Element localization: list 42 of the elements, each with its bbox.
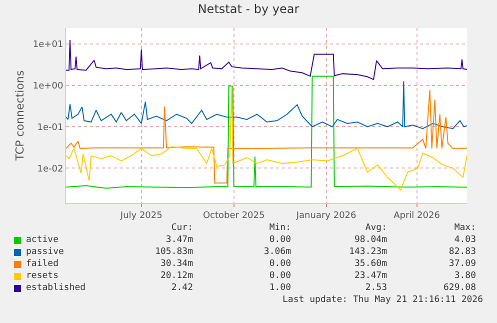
- text: Max:: [454, 223, 476, 234]
- text: 2.53: [365, 283, 387, 294]
- text: 30.34m: [160, 259, 193, 270]
- text: 143.23m: [349, 247, 387, 258]
- text: 3.06m: [264, 247, 291, 258]
- text: 3.47m: [166, 235, 193, 246]
- text: 37.09: [448, 259, 476, 270]
- legend-label: failed: [26, 259, 59, 270]
- line-series: [66, 40, 467, 80]
- line-series: [66, 80, 467, 130]
- text: 20.12m: [160, 271, 193, 282]
- y-tick-label: 1e+00: [32, 81, 64, 92]
- y-tick-label: 1e+01: [32, 40, 64, 50]
- legend-label: resets: [26, 271, 59, 282]
- x-tick-label: July 2025: [119, 210, 162, 221]
- text: Cur:: [171, 223, 193, 234]
- text: 23.47m: [354, 271, 387, 282]
- text: Last update: Thu May 21 21:16:11 2026: [282, 295, 483, 306]
- x-tick-label: April 2026: [394, 210, 440, 221]
- text: 4.03: [454, 235, 476, 246]
- text: 98.04m: [354, 235, 387, 246]
- chart-title: Netstat - by year: [198, 2, 300, 16]
- text: 1.00: [269, 283, 291, 294]
- text: 629.08: [443, 283, 476, 294]
- text: 0.00: [269, 235, 291, 246]
- text: 0.00: [269, 271, 291, 282]
- text: 105.83m: [155, 247, 193, 258]
- text: 0.00: [269, 259, 291, 270]
- legend-label: passive: [26, 247, 64, 258]
- text: 2.42: [171, 283, 193, 294]
- text: 35.60m: [354, 259, 387, 270]
- y-tick-label: 1e-02: [37, 164, 64, 174]
- x-tick-label: October 2025: [202, 210, 265, 221]
- text: Min:: [269, 223, 291, 234]
- text: 3.80: [454, 271, 476, 282]
- y-tick-label: 1e-01: [37, 122, 64, 133]
- y-axis-title: TCP connections: [14, 70, 27, 162]
- x-tick-label: January 2026: [295, 210, 357, 221]
- legend-label: established: [26, 283, 86, 294]
- text: 82.83: [448, 247, 476, 258]
- text: Avg:: [365, 223, 387, 234]
- legend-label: active: [26, 235, 59, 246]
